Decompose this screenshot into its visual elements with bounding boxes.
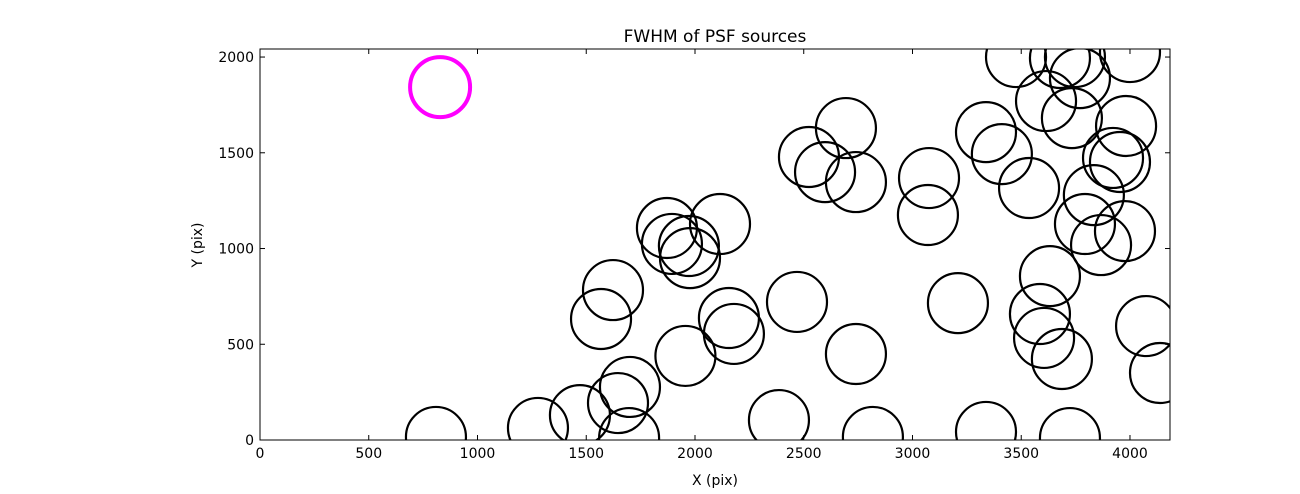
source-circle (1094, 94, 1158, 158)
x-tick-label: 1000 (460, 446, 496, 462)
x-tick-label: 0 (256, 446, 265, 462)
source-circle (1048, 49, 1112, 110)
source-circle (1114, 294, 1170, 358)
source-circle (654, 324, 717, 388)
source-circle (1038, 406, 1102, 440)
source-circle (1012, 306, 1076, 370)
source-circle (408, 55, 473, 120)
source-circle (814, 96, 878, 160)
source-circle (897, 146, 961, 210)
source-circle (997, 156, 1061, 220)
source-circle (688, 192, 752, 256)
source-circle (1014, 69, 1078, 133)
y-tick-label: 2000 (218, 50, 254, 66)
source-circle (765, 270, 829, 334)
plot-area (404, 49, 1170, 440)
source-circle (1040, 87, 1104, 150)
source-circle (404, 405, 468, 440)
source-circle (1081, 126, 1145, 190)
source-circle (640, 212, 704, 276)
y-tick-label: 500 (227, 337, 254, 353)
source-circle (1018, 244, 1082, 308)
source-circle (506, 396, 570, 440)
source-circle (598, 355, 662, 419)
x-axis-label: X (pix) (692, 473, 738, 489)
y-tick-label: 1500 (218, 146, 254, 162)
x-tick-label: 500 (355, 446, 382, 462)
source-circle (793, 141, 857, 204)
source-circle (581, 258, 645, 322)
source-circle (926, 271, 990, 335)
source-circle (1053, 192, 1117, 256)
source-circle (1062, 163, 1125, 227)
axes-frame (259, 48, 1171, 441)
source-circle (569, 287, 633, 351)
source-circle (841, 405, 904, 440)
source-circle (597, 406, 661, 440)
source-circle (747, 388, 811, 440)
source-circle (954, 400, 1018, 440)
source-circle (824, 150, 888, 214)
source-circle (1028, 49, 1092, 90)
source-circle (954, 101, 1018, 164)
source-circle (1088, 130, 1152, 194)
source-circle (777, 125, 841, 189)
chart-title: FWHM of PSF sources (624, 27, 807, 47)
source-circle (1043, 49, 1107, 89)
source-circle (896, 183, 960, 247)
x-tick-label: 1500 (568, 446, 604, 462)
source-circle (1093, 199, 1157, 263)
y-tick-label: 0 (245, 433, 254, 449)
source-circle (702, 302, 766, 366)
x-tick-label: 3000 (895, 446, 931, 462)
source-circle (1128, 341, 1170, 405)
x-tick-label: 3500 (1003, 446, 1039, 462)
source-circle (1008, 282, 1072, 346)
source-circle (1098, 49, 1162, 84)
source-circle (970, 123, 1033, 186)
y-axis-label: Y (pix) (190, 223, 206, 269)
x-tick-label: 4000 (1112, 446, 1148, 462)
x-tick-label: 2500 (786, 446, 822, 462)
source-circle (657, 214, 721, 278)
source-circle (1030, 327, 1094, 391)
y-tick-label: 1000 (218, 242, 254, 258)
source-circle (824, 322, 888, 386)
source-circle (586, 371, 650, 435)
x-tick-label: 2000 (677, 446, 713, 462)
source-circle (1069, 213, 1133, 277)
